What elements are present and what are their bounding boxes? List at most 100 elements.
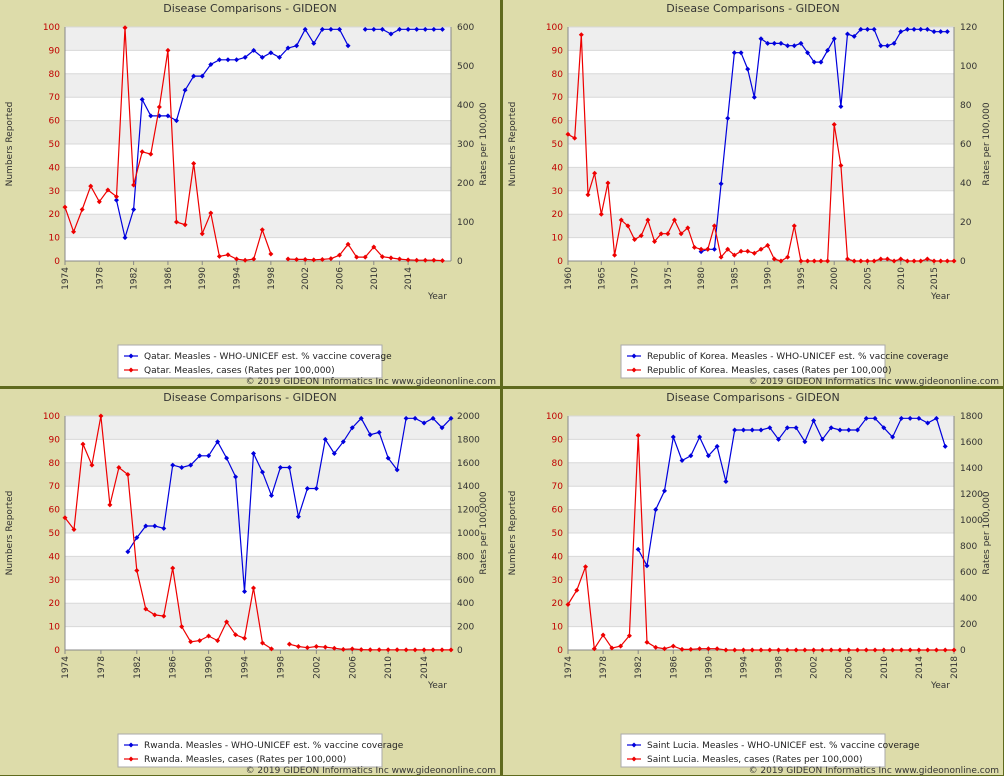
data-point — [711, 246, 717, 252]
legend-entry: Rwanda. Measles, cases (Rates per 100,00… — [144, 755, 346, 765]
y-left-tick-label: 40 — [552, 163, 564, 173]
data-point — [776, 436, 782, 442]
x-tick-label: 1986 — [169, 656, 179, 679]
data-point — [233, 474, 239, 480]
data-point — [430, 415, 436, 421]
data-point — [328, 26, 334, 32]
y-right-axis-label: Rates per 100,000 — [479, 491, 489, 574]
y-right-tick-label: 0 — [457, 646, 463, 656]
y-right-tick-label: 1400 — [457, 482, 480, 492]
x-tick-label: 1980 — [697, 267, 707, 290]
x-tick-label: 2002 — [312, 656, 322, 679]
data-point — [732, 427, 738, 433]
data-point — [605, 180, 611, 186]
data-point — [319, 26, 325, 32]
grid-band — [568, 603, 954, 627]
data-point — [578, 32, 584, 38]
data-point — [331, 450, 337, 456]
data-point — [670, 434, 676, 440]
y-left-tick-label: 100 — [546, 23, 563, 33]
data-point — [951, 258, 957, 264]
data-point — [286, 464, 292, 470]
data-point — [938, 258, 944, 264]
data-point — [311, 40, 317, 46]
data-point — [858, 258, 864, 264]
x-tick-label: 1994 — [241, 656, 251, 679]
grid-band — [65, 556, 451, 580]
data-point — [784, 425, 790, 431]
x-tick-label: 2006 — [335, 267, 345, 290]
data-point — [776, 647, 782, 653]
y-left-tick-label: 50 — [552, 140, 564, 150]
chart-title: Disease Comparisons - GIDEON — [163, 2, 336, 15]
data-point — [653, 507, 659, 513]
y-right-tick-label: 1200 — [457, 506, 480, 516]
y-left-tick-label: 10 — [552, 234, 564, 244]
y-right-tick-label: 80 — [960, 101, 972, 111]
grid-band — [568, 73, 954, 98]
y-right-tick-label: 1400 — [960, 464, 983, 474]
legend-entry: Qatar. Measles, cases (Rates per 100,000… — [144, 366, 335, 376]
data-point — [635, 546, 641, 552]
data-point — [362, 26, 368, 32]
y-left-tick-label: 20 — [552, 599, 564, 609]
data-point — [430, 647, 436, 653]
data-point — [723, 647, 729, 653]
data-point — [394, 647, 400, 653]
chart-svg: Disease Comparisons - GIDEON 0 10 20 30 40 50 6… — [5, 2, 496, 386]
data-point — [644, 639, 650, 645]
data-point — [188, 639, 194, 645]
y-right-tick-label: 1600 — [457, 459, 480, 469]
data-point — [904, 258, 910, 264]
x-tick-label: 2018 — [950, 656, 960, 679]
y-left-tick-label: 50 — [49, 529, 61, 539]
data-point — [439, 647, 445, 653]
y-right-tick-label: 400 — [457, 101, 474, 111]
data-point — [572, 135, 578, 141]
data-point — [612, 252, 618, 258]
data-point — [911, 258, 917, 264]
y-left-tick-label: 40 — [552, 552, 564, 562]
y-left-tick-label: 20 — [49, 599, 61, 609]
data-point — [881, 425, 887, 431]
data-point — [731, 50, 737, 56]
legend-marker — [631, 353, 637, 359]
data-point — [626, 633, 632, 639]
legend-entry: Rwanda. Measles - WHO-UNICEF est. % vacc… — [144, 741, 404, 751]
data-point — [878, 43, 884, 49]
y-right-tick-label: 0 — [960, 257, 966, 267]
data-point — [574, 587, 580, 593]
legend-entry: Saint Lucia. Measles, cases (Rates per 1… — [647, 755, 863, 765]
data-point — [818, 59, 824, 65]
data-point — [134, 535, 140, 541]
data-point — [199, 231, 205, 237]
data-point — [738, 50, 744, 56]
data-point — [71, 229, 77, 235]
data-point — [890, 434, 896, 440]
data-point — [388, 255, 394, 261]
data-point — [858, 26, 864, 32]
y-left-tick-label: 20 — [49, 210, 61, 220]
data-point — [778, 258, 784, 264]
data-point — [837, 647, 843, 653]
data-point — [711, 223, 717, 229]
data-point — [784, 647, 790, 653]
y-left-tick-label: 30 — [49, 576, 61, 586]
data-point — [179, 624, 185, 630]
data-point — [884, 256, 890, 262]
data-point — [771, 40, 777, 46]
x-tick-label: 1965 — [597, 267, 607, 290]
y-right-tick-label: 120 — [960, 23, 977, 33]
data-point — [251, 585, 257, 591]
x-tick-label: 2014 — [420, 656, 430, 679]
data-point — [846, 647, 852, 653]
x-axis-label: Year — [930, 681, 950, 691]
legend-marker — [631, 367, 637, 373]
data-point — [385, 455, 391, 461]
y-left-axis-label: Numbers Reported — [5, 491, 15, 576]
data-point — [793, 647, 799, 653]
data-point — [319, 256, 325, 262]
legend-entry: Qatar. Measles - WHO-UNICEF est. % vacci… — [144, 352, 392, 362]
data-point — [872, 647, 878, 653]
data-point — [697, 646, 703, 652]
